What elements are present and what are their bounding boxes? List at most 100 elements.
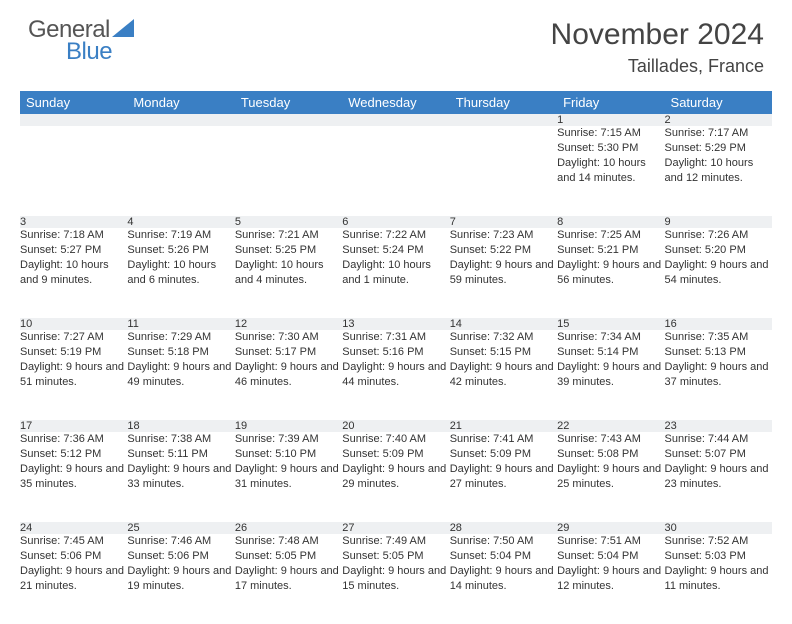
sunset-text: Sunset: 5:08 PM — [557, 447, 664, 462]
day-number-cell: 15 — [557, 318, 664, 330]
sunset-text: Sunset: 5:09 PM — [342, 447, 449, 462]
daylight-text: Daylight: 9 hours and 44 minutes. — [342, 360, 449, 390]
daylight-text: Daylight: 9 hours and 35 minutes. — [20, 462, 127, 492]
page-subtitle: Taillades, France — [551, 56, 764, 77]
day-body-cell: Sunrise: 7:41 AMSunset: 5:09 PMDaylight:… — [450, 432, 557, 522]
sunrise-text: Sunrise: 7:31 AM — [342, 330, 449, 345]
day-body-cell: Sunrise: 7:18 AMSunset: 5:27 PMDaylight:… — [20, 228, 127, 318]
sunrise-text: Sunrise: 7:44 AM — [665, 432, 772, 447]
day-body-row: Sunrise: 7:45 AMSunset: 5:06 PMDaylight:… — [20, 534, 772, 624]
day-body-cell: Sunrise: 7:25 AMSunset: 5:21 PMDaylight:… — [557, 228, 664, 318]
daylight-text: Daylight: 9 hours and 31 minutes. — [235, 462, 342, 492]
sunset-text: Sunset: 5:17 PM — [235, 345, 342, 360]
day-body-cell: Sunrise: 7:51 AMSunset: 5:04 PMDaylight:… — [557, 534, 664, 624]
daylight-text: Daylight: 10 hours and 12 minutes. — [665, 156, 772, 186]
day-body-cell: Sunrise: 7:34 AMSunset: 5:14 PMDaylight:… — [557, 330, 664, 420]
day-body-cell: Sunrise: 7:36 AMSunset: 5:12 PMDaylight:… — [20, 432, 127, 522]
daylight-text: Daylight: 9 hours and 11 minutes. — [665, 564, 772, 594]
sunset-text: Sunset: 5:10 PM — [235, 447, 342, 462]
daylight-text: Daylight: 9 hours and 25 minutes. — [557, 462, 664, 492]
empty-body-cell — [450, 126, 557, 216]
sunrise-text: Sunrise: 7:35 AM — [665, 330, 772, 345]
day-header: Sunday — [20, 91, 127, 114]
sunrise-text: Sunrise: 7:39 AM — [235, 432, 342, 447]
sunset-text: Sunset: 5:16 PM — [342, 345, 449, 360]
daylight-text: Daylight: 9 hours and 37 minutes. — [665, 360, 772, 390]
day-body-cell: Sunrise: 7:40 AMSunset: 5:09 PMDaylight:… — [342, 432, 449, 522]
sunrise-text: Sunrise: 7:18 AM — [20, 228, 127, 243]
daylight-text: Daylight: 9 hours and 42 minutes. — [450, 360, 557, 390]
sunset-text: Sunset: 5:20 PM — [665, 243, 772, 258]
sunrise-text: Sunrise: 7:49 AM — [342, 534, 449, 549]
sunrise-text: Sunrise: 7:30 AM — [235, 330, 342, 345]
day-body-cell: Sunrise: 7:17 AMSunset: 5:29 PMDaylight:… — [665, 126, 772, 216]
day-number-cell: 19 — [235, 420, 342, 432]
sunrise-text: Sunrise: 7:32 AM — [450, 330, 557, 345]
sunset-text: Sunset: 5:26 PM — [127, 243, 234, 258]
logo-triangle-icon — [112, 18, 134, 42]
sunrise-text: Sunrise: 7:41 AM — [450, 432, 557, 447]
day-body-cell: Sunrise: 7:27 AMSunset: 5:19 PMDaylight:… — [20, 330, 127, 420]
sunset-text: Sunset: 5:14 PM — [557, 345, 664, 360]
day-body-cell: Sunrise: 7:44 AMSunset: 5:07 PMDaylight:… — [665, 432, 772, 522]
day-number-cell: 23 — [665, 420, 772, 432]
sunset-text: Sunset: 5:06 PM — [127, 549, 234, 564]
day-header: Saturday — [665, 91, 772, 114]
day-number-cell: 11 — [127, 318, 234, 330]
daylight-text: Daylight: 9 hours and 23 minutes. — [665, 462, 772, 492]
daylight-text: Daylight: 10 hours and 4 minutes. — [235, 258, 342, 288]
day-header: Friday — [557, 91, 664, 114]
empty-body-cell — [342, 126, 449, 216]
empty-cell — [342, 114, 449, 126]
day-number-cell: 24 — [20, 522, 127, 534]
empty-cell — [235, 114, 342, 126]
day-body-row: Sunrise: 7:15 AMSunset: 5:30 PMDaylight:… — [20, 126, 772, 216]
sunrise-text: Sunrise: 7:52 AM — [665, 534, 772, 549]
day-body-cell: Sunrise: 7:35 AMSunset: 5:13 PMDaylight:… — [665, 330, 772, 420]
daylight-text: Daylight: 10 hours and 6 minutes. — [127, 258, 234, 288]
day-number-cell: 5 — [235, 216, 342, 228]
day-number-cell: 10 — [20, 318, 127, 330]
day-number-cell: 17 — [20, 420, 127, 432]
page-title: November 2024 — [551, 18, 764, 52]
sunrise-text: Sunrise: 7:38 AM — [127, 432, 234, 447]
sunrise-text: Sunrise: 7:51 AM — [557, 534, 664, 549]
day-body-cell: Sunrise: 7:31 AMSunset: 5:16 PMDaylight:… — [342, 330, 449, 420]
day-number-cell: 14 — [450, 318, 557, 330]
day-number-cell: 1 — [557, 114, 664, 126]
sunrise-text: Sunrise: 7:36 AM — [20, 432, 127, 447]
day-number-cell: 25 — [127, 522, 234, 534]
daylight-text: Daylight: 9 hours and 33 minutes. — [127, 462, 234, 492]
day-header: Monday — [127, 91, 234, 114]
sunset-text: Sunset: 5:21 PM — [557, 243, 664, 258]
empty-body-cell — [235, 126, 342, 216]
day-number-cell: 21 — [450, 420, 557, 432]
daylight-text: Daylight: 9 hours and 54 minutes. — [665, 258, 772, 288]
sunset-text: Sunset: 5:07 PM — [665, 447, 772, 462]
day-number-row: 12 — [20, 114, 772, 126]
sunrise-text: Sunrise: 7:40 AM — [342, 432, 449, 447]
day-number-row: 24252627282930 — [20, 522, 772, 534]
calendar-table: SundayMondayTuesdayWednesdayThursdayFrid… — [20, 91, 772, 624]
sunrise-text: Sunrise: 7:21 AM — [235, 228, 342, 243]
day-number-row: 10111213141516 — [20, 318, 772, 330]
day-body-cell: Sunrise: 7:50 AMSunset: 5:04 PMDaylight:… — [450, 534, 557, 624]
day-header: Thursday — [450, 91, 557, 114]
day-number-cell: 3 — [20, 216, 127, 228]
sunrise-text: Sunrise: 7:48 AM — [235, 534, 342, 549]
sunrise-text: Sunrise: 7:46 AM — [127, 534, 234, 549]
daylight-text: Daylight: 10 hours and 9 minutes. — [20, 258, 127, 288]
sunrise-text: Sunrise: 7:22 AM — [342, 228, 449, 243]
day-number-row: 17181920212223 — [20, 420, 772, 432]
sunrise-text: Sunrise: 7:43 AM — [557, 432, 664, 447]
sunset-text: Sunset: 5:05 PM — [235, 549, 342, 564]
sunrise-text: Sunrise: 7:26 AM — [665, 228, 772, 243]
daylight-text: Daylight: 9 hours and 19 minutes. — [127, 564, 234, 594]
sunset-text: Sunset: 5:18 PM — [127, 345, 234, 360]
daylight-text: Daylight: 9 hours and 12 minutes. — [557, 564, 664, 594]
day-body-cell: Sunrise: 7:19 AMSunset: 5:26 PMDaylight:… — [127, 228, 234, 318]
empty-cell — [127, 114, 234, 126]
day-number-cell: 20 — [342, 420, 449, 432]
day-body-cell: Sunrise: 7:39 AMSunset: 5:10 PMDaylight:… — [235, 432, 342, 522]
day-number-cell: 18 — [127, 420, 234, 432]
